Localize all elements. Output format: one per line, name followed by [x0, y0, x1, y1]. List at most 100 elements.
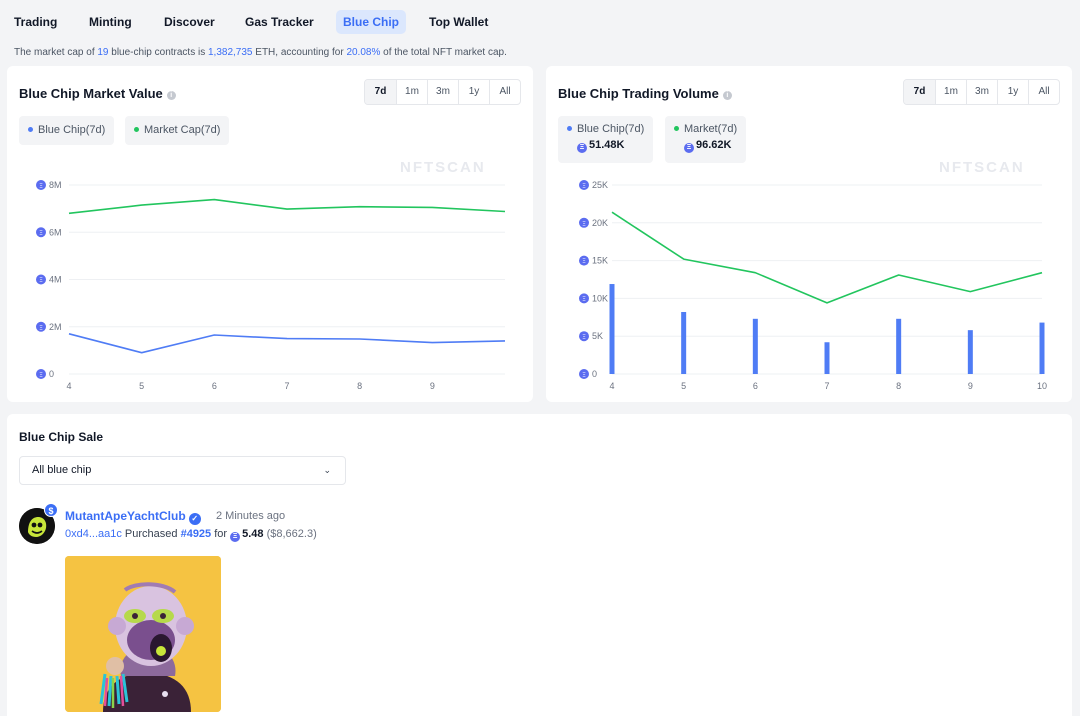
nav-gas-tracker[interactable]: Gas Tracker: [245, 15, 314, 29]
legend-label: Blue Chip(7d): [38, 124, 106, 136]
x-tick-label: 6: [212, 381, 217, 391]
eth-icon: [36, 180, 46, 190]
chevron-down-icon: ⌄: [323, 465, 331, 475]
legend-blue-chip[interactable]: Blue Chip(7d) Ξ 51.48K: [558, 116, 654, 163]
x-tick-label: 9: [430, 381, 435, 391]
market-summary: The market cap of 19 blue-chip contracts…: [14, 47, 507, 58]
eth-icon: [36, 227, 46, 238]
eth-glyph: Ξ: [582, 220, 586, 227]
summary-market-cap: 1,382,735: [208, 47, 253, 58]
legend-value-text: 51.48K: [589, 139, 625, 151]
legend-value: Ξ 96.62K: [674, 139, 737, 153]
y-tick-label: 25K: [592, 180, 608, 190]
legend-label: Blue Chip(7d): [577, 123, 645, 135]
market-value-range-toggle: 7d 1m 3m 1y All: [364, 79, 521, 105]
legend-dot: [674, 126, 679, 131]
y-tick-label: 20K: [592, 218, 608, 228]
summary-percent: 20.08%: [346, 47, 381, 58]
y-tick-label: 5K: [592, 331, 603, 341]
nft-image[interactable]: [65, 556, 221, 712]
nav-minting[interactable]: Minting: [89, 15, 132, 29]
eth-glyph: Ξ: [582, 334, 586, 341]
y-tick-label: 15K: [592, 256, 608, 266]
eth-icon: [36, 369, 46, 379]
summary-middle: blue-chip contracts is: [108, 47, 208, 58]
nav-discover[interactable]: Discover: [164, 15, 215, 29]
blue-chip-filter-select[interactable]: All blue chip ⌄: [19, 456, 346, 485]
range-1y[interactable]: 1y: [458, 80, 489, 104]
eth-icon: Ξ: [230, 532, 241, 542]
bar: [1039, 322, 1045, 374]
market-value-title: Blue Chip Market Value i: [19, 86, 176, 101]
sale-description: 0xd4...aa1c Purchased #4925 for Ξ 5.48 ($…: [65, 528, 317, 542]
nav-blue-chip[interactable]: Blue Chip: [336, 10, 406, 34]
eth-glyph: Ξ: [39, 324, 43, 331]
watermark-logo: NFTSCAN: [939, 159, 1025, 176]
legend-blue-chip[interactable]: Blue Chip(7d): [19, 116, 115, 145]
verified-icon: ✓: [188, 513, 201, 525]
range-1m[interactable]: 1m: [935, 80, 966, 104]
y-tick-label: 4M: [49, 275, 62, 285]
summary-unit: ETH, accounting for: [252, 47, 347, 58]
x-tick-label: 4: [609, 381, 614, 391]
info-icon[interactable]: i: [722, 91, 732, 100]
y-tick-label: 6M: [49, 227, 62, 237]
summary-suffix: of the total NFT market cap.: [380, 47, 507, 58]
bar: [896, 318, 902, 374]
range-3m[interactable]: 3m: [427, 80, 458, 104]
x-tick-label: 9: [968, 381, 973, 391]
legend-label: Market Cap(7d): [144, 124, 221, 136]
x-tick-label: 7: [824, 381, 829, 391]
market-value-chart: Ξ 0Ξ 2MΞ 4MΞ 6MΞ 8M4 5 6 7 8 9: [36, 180, 506, 391]
legend-label: Market(7d): [684, 123, 738, 135]
eth-icon: Ξ: [684, 143, 694, 153]
series-line: [611, 211, 1043, 304]
eth-glyph: Ξ: [582, 372, 586, 379]
legend-market-cap[interactable]: Market Cap(7d): [125, 116, 230, 145]
x-tick-label: 5: [139, 381, 144, 391]
nft-artwork-icon: [65, 556, 221, 712]
eth-icon: [579, 217, 589, 228]
nav-top-wallet[interactable]: Top Wallet: [429, 15, 489, 29]
range-7d[interactable]: 7d: [365, 80, 396, 104]
info-icon[interactable]: i: [166, 91, 176, 100]
bar: [752, 318, 758, 374]
mutant-ape-logo-icon: [19, 508, 55, 544]
market-value-card: Blue Chip Market Value i 7d 1m 3m 1y All …: [7, 66, 533, 402]
collection-link[interactable]: MutantApeYachtClub ✓: [65, 509, 201, 525]
sale-time: 2 Minutes ago: [216, 510, 286, 522]
eth-glyph: Ξ: [39, 230, 43, 237]
series-line: [68, 198, 506, 215]
range-7d[interactable]: 7d: [904, 80, 935, 104]
sale-action: Purchased: [121, 528, 181, 540]
legend-market[interactable]: Market(7d) Ξ 96.62K: [665, 116, 747, 163]
x-tick-label: 4: [66, 381, 71, 391]
legend-value: Ξ 51.48K: [567, 139, 644, 153]
bar: [681, 312, 687, 374]
nav-trading[interactable]: Trading: [14, 15, 58, 29]
x-tick-label: 8: [357, 381, 362, 391]
eth-icon: [579, 180, 589, 190]
legend-dot: [567, 126, 572, 131]
range-all[interactable]: All: [1028, 80, 1059, 104]
sale-title: Blue Chip Sale: [19, 430, 104, 444]
x-tick-label: 10: [1037, 381, 1047, 391]
trading-volume-range-toggle: 7d 1m 3m 1y All: [903, 79, 1060, 105]
buyer-address-link[interactable]: 0xd4...aa1c: [65, 528, 122, 540]
y-tick-label: 2M: [49, 322, 62, 332]
market-value-title-text: Blue Chip Market Value: [19, 86, 163, 101]
eth-icon: [579, 331, 589, 342]
range-1y[interactable]: 1y: [997, 80, 1028, 104]
range-1m[interactable]: 1m: [396, 80, 427, 104]
watermark-logo: NFTSCAN: [400, 159, 486, 176]
eth-glyph: Ξ: [39, 183, 43, 190]
range-all[interactable]: All: [489, 80, 520, 104]
y-tick-label: 8M: [49, 180, 62, 190]
y-tick-label: 0: [49, 369, 54, 379]
range-3m[interactable]: 3m: [966, 80, 997, 104]
sale-price: 5.48: [242, 528, 264, 540]
token-link[interactable]: #4925: [180, 528, 212, 540]
bar: [609, 284, 615, 374]
eth-glyph: Ξ: [582, 258, 586, 265]
x-tick-label: 5: [681, 381, 686, 391]
